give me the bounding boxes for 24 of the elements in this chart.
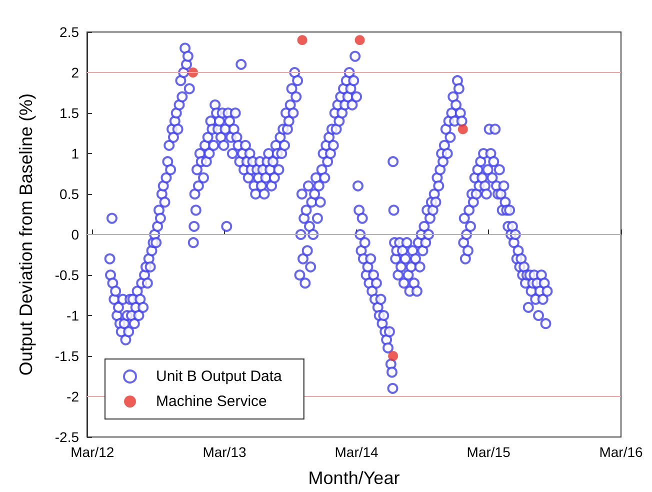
point xyxy=(458,124,468,134)
y-tick-label: 2 xyxy=(71,64,80,80)
y-tick-label: -1 xyxy=(66,308,80,324)
y-tick-label: -1.5 xyxy=(54,348,80,364)
point xyxy=(297,35,308,46)
y-tick-label: 0.5 xyxy=(60,186,80,202)
x-tick-label: Mar/14 xyxy=(334,444,379,460)
y-tick-label: 1.5 xyxy=(60,105,80,121)
x-tick-label: Mar/12 xyxy=(70,444,114,460)
y-tick-label: 1 xyxy=(71,146,80,162)
y-tick-label: -2 xyxy=(66,388,80,404)
point xyxy=(354,35,365,46)
legend-label: Machine Service xyxy=(156,393,267,410)
x-tick-label: Mar/15 xyxy=(466,444,511,460)
y-axis-title: Output Deviation from Baseline (%) xyxy=(16,93,36,376)
y-tick-label: -2.5 xyxy=(54,429,80,445)
point xyxy=(388,351,398,361)
x-tick-label: Mar/16 xyxy=(599,444,643,460)
legend-label: Unit B Output Data xyxy=(156,368,283,385)
y-tick-label: 0 xyxy=(71,226,80,242)
y-tick-label: -0.5 xyxy=(54,267,80,283)
y-tick-label: 2.5 xyxy=(60,24,80,40)
x-tick-label: Mar/13 xyxy=(202,444,246,460)
x-axis-title: Month/Year xyxy=(308,468,400,488)
